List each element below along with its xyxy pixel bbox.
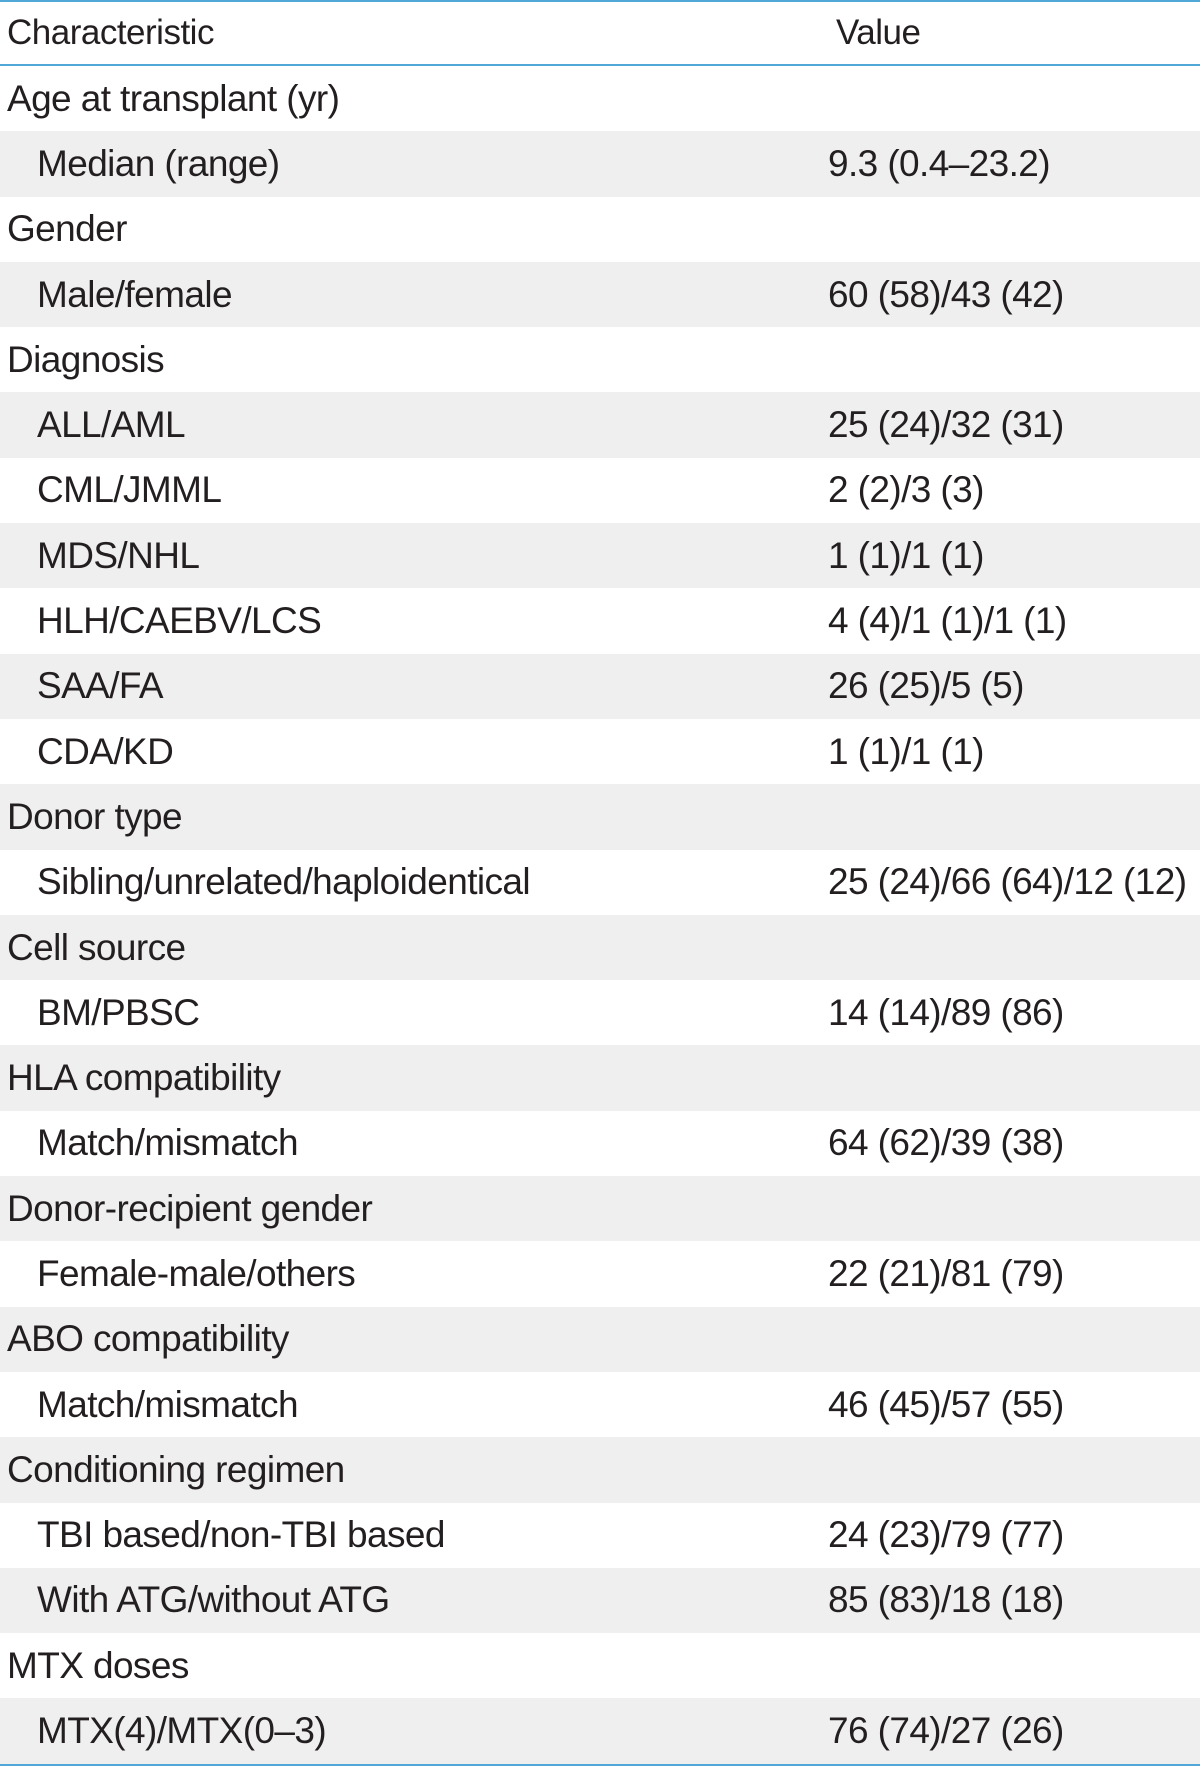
row-sublabel: Match/mismatch xyxy=(37,1383,299,1425)
row-value: 14 (14)/89 (86) xyxy=(828,991,1064,1033)
row-group-label: Donor-recipient gender xyxy=(7,1187,373,1229)
row-sublabel: Female-male/others xyxy=(37,1252,356,1294)
row-value: 26 (25)/5 (5) xyxy=(828,665,1024,707)
table-row: ABO compatibility xyxy=(0,1306,1200,1372)
table-row: Median (range) 9.3 (0.4–23.2) xyxy=(0,131,1200,197)
table-row: ALL/AML 25 (24)/32 (31) xyxy=(0,392,1200,458)
table-row: HLA compatibility xyxy=(0,1045,1200,1111)
row-sublabel: With ATG/without ATG xyxy=(37,1579,390,1621)
header-characteristic: Characteristic xyxy=(7,13,214,52)
table-row: Age at transplant (yr) xyxy=(0,66,1200,131)
table-row: With ATG/without ATG 85 (83)/18 (18) xyxy=(0,1567,1200,1634)
table-row: Female-male/others 22 (21)/81 (79) xyxy=(0,1241,1200,1306)
row-value: 25 (24)/32 (31) xyxy=(828,404,1064,446)
row-sublabel: CDA/KD xyxy=(37,730,174,772)
table-row: Sibling/unrelated/haploidentical 25 (24)/… xyxy=(0,850,1200,915)
table-row: MTX doses xyxy=(0,1633,1200,1698)
row-group-label: Conditioning regimen xyxy=(7,1448,345,1490)
row-sublabel: SAA/FA xyxy=(37,665,164,707)
row-value: 4 (4)/1 (1)/1 (1) xyxy=(828,600,1067,642)
table-row: SAA/FA 26 (25)/5 (5) xyxy=(0,653,1200,719)
table-row: Donor type xyxy=(0,784,1200,850)
row-value: 1 (1)/1 (1) xyxy=(828,534,984,576)
row-sublabel: Sibling/unrelated/haploidentical xyxy=(37,861,531,903)
row-sublabel: TBI based/non-TBI based xyxy=(37,1514,445,1556)
table-row: HLH/CAEBV/LCS 4 (4)/1 (1)/1 (1) xyxy=(0,588,1200,653)
row-sublabel: Male/female xyxy=(37,273,233,315)
row-sublabel: MTX(4)/MTX(0–3) xyxy=(37,1710,327,1752)
table-body: Age at transplant (yr) Median (range) 9.3 … xyxy=(0,66,1200,1764)
header-value: Value xyxy=(836,13,921,52)
row-value: 25 (24)/66 (64)/12 (12) xyxy=(828,861,1187,903)
row-value: 76 (74)/27 (26) xyxy=(828,1710,1064,1752)
row-group-label: HLA compatibility xyxy=(7,1057,281,1099)
row-group-label: Donor type xyxy=(7,795,183,837)
row-value: 9.3 (0.4–23.2) xyxy=(828,142,1051,184)
table-row: BM/PBSC 14 (14)/89 (86) xyxy=(0,980,1200,1045)
row-value: 24 (23)/79 (77) xyxy=(828,1514,1064,1556)
row-sublabel: ALL/AML xyxy=(37,404,186,446)
row-group-label: ABO compatibility xyxy=(7,1318,289,1360)
table-header: Characteristic Value xyxy=(0,2,1200,66)
table-row: Gender xyxy=(0,197,1200,262)
table-row: MDS/NHL 1 (1)/1 (1) xyxy=(0,523,1200,589)
row-value: 2 (2)/3 (3) xyxy=(828,469,984,511)
table-row: Match/mismatch 64 (62)/39 (38) xyxy=(0,1111,1200,1176)
row-group-label: Gender xyxy=(7,208,127,250)
table-row: TBI based/non-TBI based 24 (23)/79 (77) xyxy=(0,1503,1200,1568)
table-row: Donor-recipient gender xyxy=(0,1176,1200,1242)
table-row: MTX(4)/MTX(0–3) 76 (74)/27 (26) xyxy=(0,1698,1200,1764)
row-value: 60 (58)/43 (42) xyxy=(828,273,1064,315)
row-value: 1 (1)/1 (1) xyxy=(828,730,984,772)
row-group-label: Age at transplant (yr) xyxy=(7,77,340,119)
table-row: Conditioning regimen xyxy=(0,1437,1200,1503)
row-value: 64 (62)/39 (38) xyxy=(828,1122,1064,1164)
row-group-label: MTX doses xyxy=(7,1644,189,1686)
row-sublabel: Median (range) xyxy=(37,142,280,184)
table-row: Male/female 60 (58)/43 (42) xyxy=(0,261,1200,328)
row-group-label: Cell source xyxy=(7,926,186,968)
row-sublabel: CML/JMML xyxy=(37,469,222,511)
row-sublabel: Match/mismatch xyxy=(37,1122,299,1164)
row-value: 22 (21)/81 (79) xyxy=(828,1252,1064,1294)
table-row: Cell source xyxy=(0,914,1200,981)
row-value: 46 (45)/57 (55) xyxy=(828,1383,1064,1425)
row-value: 85 (83)/18 (18) xyxy=(828,1579,1064,1621)
row-sublabel: BM/PBSC xyxy=(37,991,200,1033)
table-row: Diagnosis xyxy=(0,327,1200,392)
row-group-label: Diagnosis xyxy=(7,338,165,380)
row-sublabel: HLH/CAEBV/LCS xyxy=(37,600,322,642)
table-row: CDA/KD 1 (1)/1 (1) xyxy=(0,719,1200,784)
table-row: Match/mismatch 46 (45)/57 (55) xyxy=(0,1372,1200,1437)
table-row: CML/JMML 2 (2)/3 (3) xyxy=(0,458,1200,523)
row-sublabel: MDS/NHL xyxy=(37,534,200,576)
